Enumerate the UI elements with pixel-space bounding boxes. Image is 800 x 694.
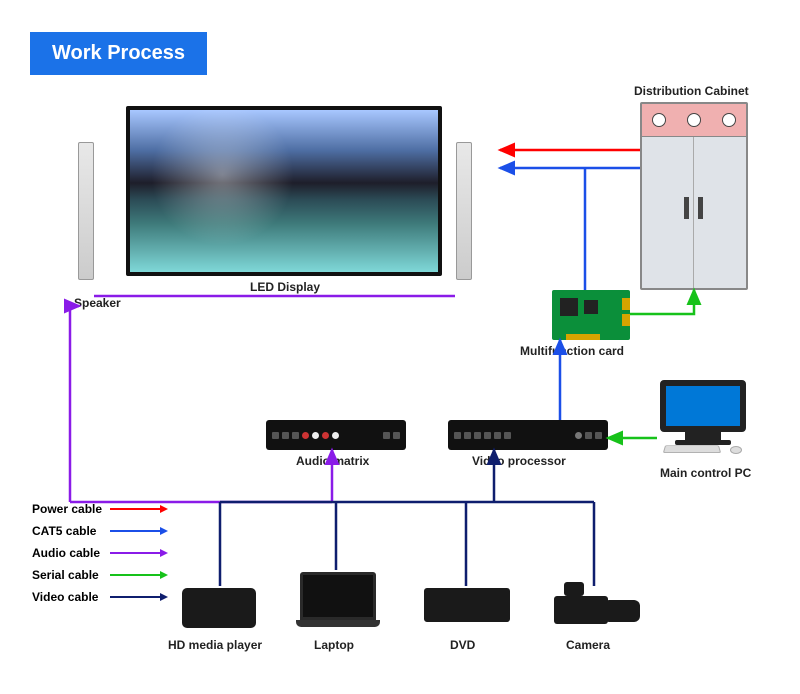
- led-display-image: [130, 110, 438, 272]
- legend-label: CAT5 cable: [32, 524, 110, 538]
- legend-arrow-icon: [110, 508, 162, 510]
- camera-label: Camera: [566, 638, 610, 652]
- title-bar: Work Process: [30, 32, 207, 75]
- legend-arrow-icon: [110, 596, 162, 598]
- hd-media-player-label: HD media player: [168, 638, 262, 652]
- legend-row: CAT5 cable: [32, 524, 162, 538]
- legend-row: Video cable: [32, 590, 162, 604]
- hd-media-player: [182, 588, 256, 628]
- legend-row: Power cable: [32, 502, 162, 516]
- legend-label: Serial cable: [32, 568, 110, 582]
- video-processor-label: Video processor: [472, 454, 566, 468]
- led-display: [126, 106, 442, 276]
- distribution-cabinet-label: Distribution Cabinet: [634, 84, 749, 98]
- legend-row: Audio cable: [32, 546, 162, 560]
- multifunction-card: [552, 290, 630, 340]
- main-control-pc: [660, 380, 746, 440]
- camera: [554, 580, 640, 626]
- speaker-right: [456, 142, 472, 280]
- audio-matrix: [266, 420, 406, 450]
- led-display-label: LED Display: [250, 280, 320, 294]
- laptop-label: Laptop: [314, 638, 354, 652]
- audio-matrix-label: Audio matrix: [296, 454, 369, 468]
- cabinet-meters: [642, 104, 746, 137]
- dvd-label: DVD: [450, 638, 475, 652]
- dvd: [424, 588, 510, 622]
- legend-label: Video cable: [32, 590, 110, 604]
- legend-arrow-icon: [110, 552, 162, 554]
- pc-monitor: [660, 380, 746, 432]
- legend-label: Power cable: [32, 502, 110, 516]
- legend-arrow-icon: [110, 574, 162, 576]
- legend: Power cable CAT5 cable Audio cable Serial c…: [32, 502, 162, 612]
- distribution-cabinet: [640, 102, 748, 290]
- legend-row: Serial cable: [32, 568, 162, 582]
- main-control-pc-label: Main control PC: [660, 466, 751, 480]
- legend-label: Audio cable: [32, 546, 110, 560]
- speaker-label: Speaker: [74, 296, 121, 310]
- laptop: [300, 572, 376, 628]
- legend-arrow-icon: [110, 530, 162, 532]
- speaker-left: [78, 142, 94, 280]
- multifunction-card-label: Multifunction card: [520, 344, 624, 358]
- diagram-canvas: Work Process LED Display Speaker Distrib…: [0, 0, 800, 694]
- video-processor: [448, 420, 608, 450]
